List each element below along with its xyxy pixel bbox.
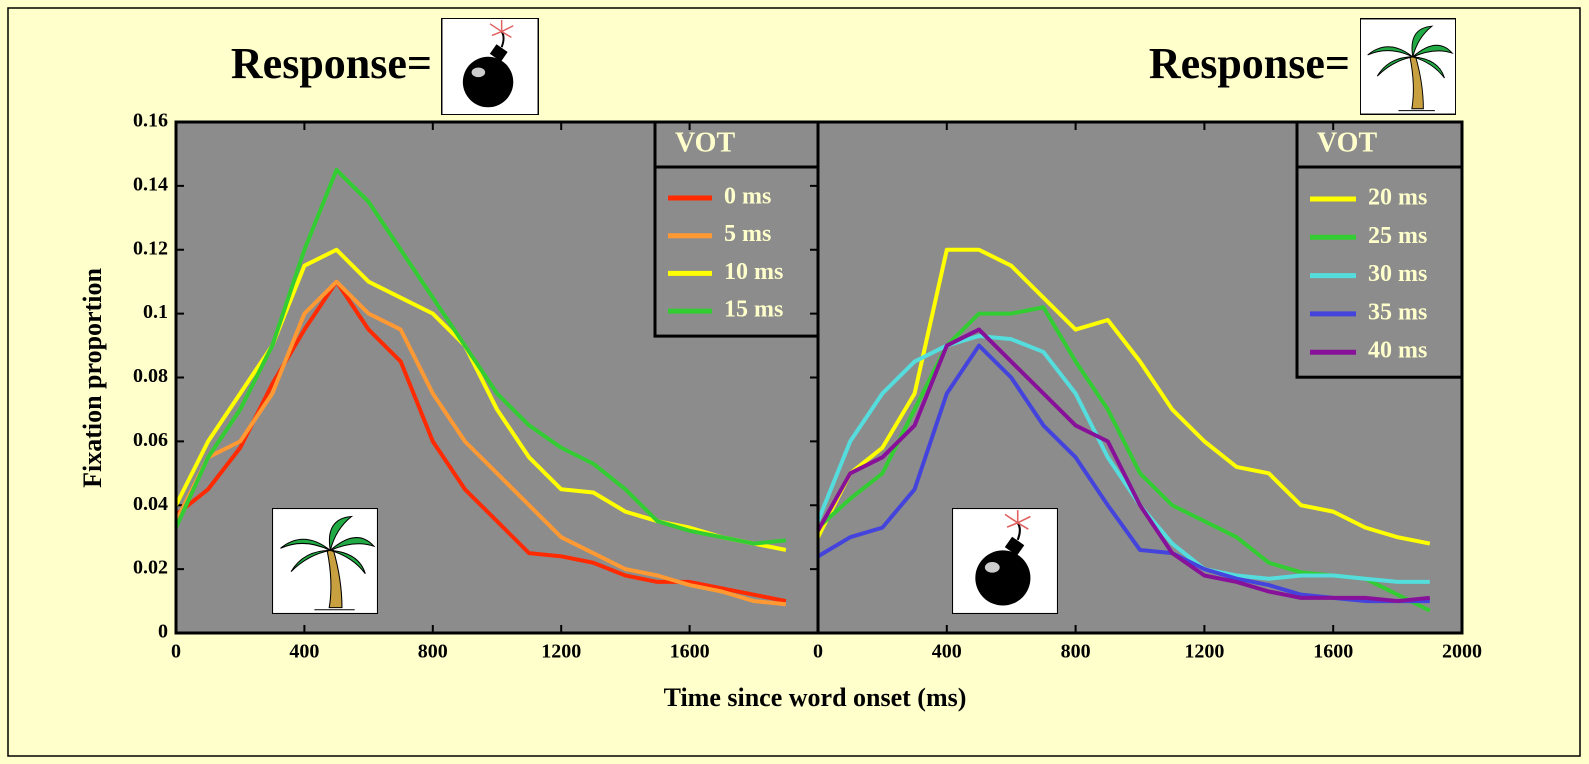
- y-axis-label: Fixation proportion: [78, 268, 107, 488]
- panel-title: Response=: [1149, 39, 1350, 88]
- series-line: [816, 327, 1430, 604]
- legend-label: 0 ms: [724, 184, 771, 210]
- y-tick-label: 0.06: [133, 429, 168, 451]
- legend-box: [1295, 120, 1464, 379]
- frame: [7, 7, 1581, 757]
- y-tick-label: 0.1: [143, 301, 168, 323]
- y-tick-label: 0.04: [133, 493, 168, 515]
- x-tick-label: 2000: [1442, 641, 1482, 663]
- x-tick-label: 0: [171, 641, 181, 663]
- x-tick-label: 0: [813, 641, 823, 663]
- series-line: [174, 167, 787, 546]
- y-tick-label: 0.16: [133, 110, 168, 132]
- x-tick-label: 1600: [1313, 641, 1353, 663]
- series-line: [816, 247, 1431, 546]
- y-tick-label: 0.08: [133, 365, 168, 387]
- legend-label: 30 ms: [1368, 261, 1427, 287]
- panel-title: Response=: [231, 39, 432, 88]
- inset-icon: [272, 508, 378, 614]
- title-icon: [441, 18, 539, 115]
- legend-label: 35 ms: [1368, 299, 1427, 325]
- title-icon: [1360, 18, 1456, 115]
- legend-label: 15 ms: [724, 297, 783, 323]
- x-tick-label: 800: [418, 641, 448, 663]
- x-axis-label: Time since word onset (ms): [664, 683, 967, 712]
- series-line: [174, 279, 787, 607]
- series-line: [816, 333, 1430, 584]
- legend-title: VOT: [675, 127, 735, 158]
- y-tick-label: 0.14: [133, 173, 168, 195]
- x-tick-label: 1600: [670, 641, 710, 663]
- x-tick-label: 400: [289, 641, 319, 663]
- legend-label: 20 ms: [1368, 185, 1427, 211]
- y-tick-label: 0: [158, 621, 168, 643]
- legend-label: 25 ms: [1368, 223, 1427, 249]
- x-tick-label: 1200: [541, 641, 581, 663]
- x-tick-label: 1200: [1184, 641, 1224, 663]
- inset-icon: [952, 508, 1058, 614]
- x-tick-label: 400: [932, 641, 962, 663]
- y-tick-label: 0.12: [133, 237, 168, 259]
- legend-label: 40 ms: [1368, 338, 1427, 364]
- legend-label: 10 ms: [724, 259, 783, 285]
- legend-title: VOT: [1317, 127, 1377, 158]
- y-tick-label: 0.02: [133, 557, 168, 579]
- legend-label: 5 ms: [724, 221, 771, 247]
- x-tick-label: 800: [1061, 641, 1091, 663]
